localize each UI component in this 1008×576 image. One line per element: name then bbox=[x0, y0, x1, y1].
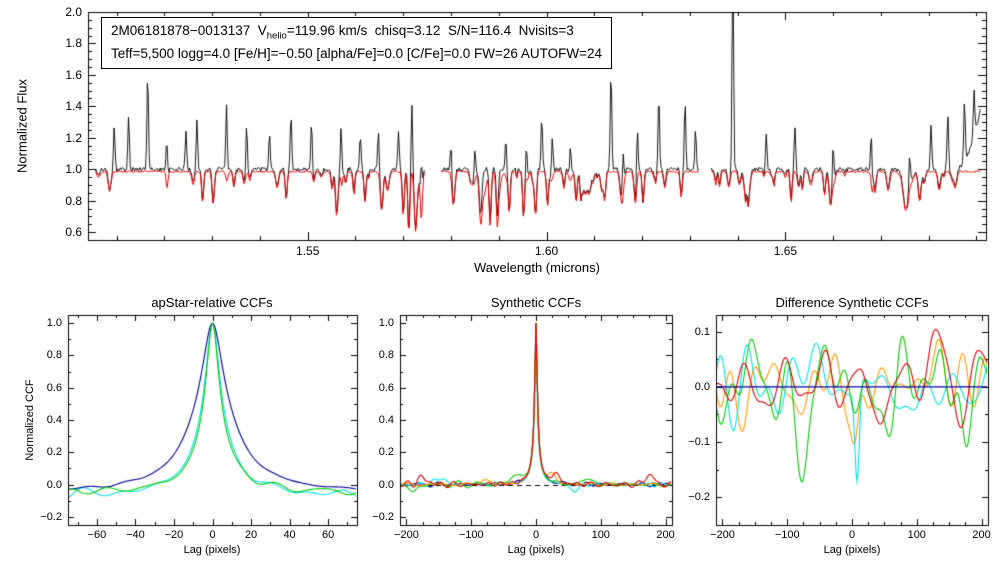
spectrum-info-box: 2M06181878−0013137 Vhelio=119.96 km/s ch… bbox=[101, 17, 613, 70]
tick-label: 1.60 bbox=[534, 244, 559, 258]
synthetic-ccf-x-axis-label: Lag (pixels) bbox=[507, 544, 565, 556]
difference-ccf-title: Difference Synthetic CCFs bbox=[775, 295, 929, 310]
tick-label: −60 bbox=[87, 529, 107, 541]
tick-label: 200 bbox=[656, 529, 675, 541]
tick-label: 0.2 bbox=[46, 446, 62, 459]
tick-label: 100 bbox=[907, 529, 926, 541]
tick-label: 1.4 bbox=[65, 99, 82, 114]
tick-label: 0 bbox=[532, 529, 540, 541]
tick-label: −40 bbox=[126, 529, 145, 541]
tick-label: 0.8 bbox=[378, 349, 394, 362]
tick-label: −0.1 bbox=[688, 436, 710, 449]
tick-label: 60 bbox=[321, 529, 335, 541]
tick-label: 0.0 bbox=[694, 380, 710, 393]
tick-label: 0.6 bbox=[46, 381, 62, 394]
tick-label: −0.2 bbox=[372, 510, 394, 523]
info-line1-prefix: 2M06181878−0013137 V bbox=[111, 23, 267, 38]
tick-label: −0.2 bbox=[40, 510, 62, 523]
tick-label: 1.6 bbox=[65, 67, 82, 82]
tick-label: 0.6 bbox=[378, 381, 394, 394]
tick-label: −0.2 bbox=[688, 491, 710, 504]
tick-label: 1.8 bbox=[65, 36, 82, 51]
tick-label: 1.0 bbox=[65, 162, 82, 177]
spectrum-x-axis-label: Wavelength (microns) bbox=[474, 260, 600, 275]
tick-label: 1.65 bbox=[773, 244, 798, 258]
difference-ccf-x-axis-label: Lag (pixels) bbox=[823, 544, 881, 556]
tick-label: 200 bbox=[972, 529, 991, 541]
tick-label: −200 bbox=[394, 529, 419, 541]
tick-label: 0 bbox=[209, 529, 216, 541]
tick-label: 20 bbox=[244, 529, 258, 541]
ccf-y-axis-label: Normalized CCF bbox=[24, 379, 36, 461]
apstar-ccf-x-axis-label: Lag (pixels) bbox=[183, 544, 241, 556]
info-line-1: 2M06181878−0013137 Vhelio=119.96 km/s ch… bbox=[111, 21, 602, 44]
tick-label: 40 bbox=[283, 529, 296, 541]
synthetic-ccf-title: Synthetic CCFs bbox=[490, 295, 582, 310]
tick-label: 0.1 bbox=[694, 325, 710, 338]
tick-label: 0.4 bbox=[378, 414, 394, 426]
tick-label: 0.6 bbox=[65, 225, 82, 240]
tick-label: 1.2 bbox=[65, 130, 82, 145]
tick-label: −20 bbox=[164, 529, 184, 541]
tick-label: 0.2 bbox=[378, 446, 394, 459]
tick-label: 1.0 bbox=[46, 317, 62, 330]
tick-label: 0.8 bbox=[65, 193, 82, 208]
tick-label: 0 bbox=[848, 529, 856, 541]
tick-label: 2.0 bbox=[65, 5, 82, 19]
tick-label: 0.0 bbox=[378, 478, 394, 491]
tick-label: 100 bbox=[591, 529, 610, 541]
tick-label: 1.0 bbox=[378, 317, 394, 330]
spectrum-y-axis-label: Normalized Flux bbox=[14, 79, 30, 173]
info-line-2: Teff=5,500 logg=4.0 [Fe/H]=−0.50 [alpha/… bbox=[111, 45, 603, 61]
tick-label: 0.4 bbox=[46, 414, 62, 426]
tick-label: 0.8 bbox=[46, 349, 62, 362]
info-line1-suffix: =119.96 km/s chisq=3.12 S/N=116.4 Nvisit… bbox=[286, 23, 574, 38]
info-line1-subscript: helio bbox=[266, 30, 287, 42]
tick-label: 0.0 bbox=[46, 478, 62, 491]
tick-label: −200 bbox=[710, 529, 735, 541]
apstar-ccf-title: apStar-relative CCFs bbox=[151, 295, 273, 310]
tick-label: −100 bbox=[458, 529, 484, 541]
tick-label: 1.55 bbox=[296, 244, 320, 258]
tick-label: −100 bbox=[774, 529, 800, 541]
